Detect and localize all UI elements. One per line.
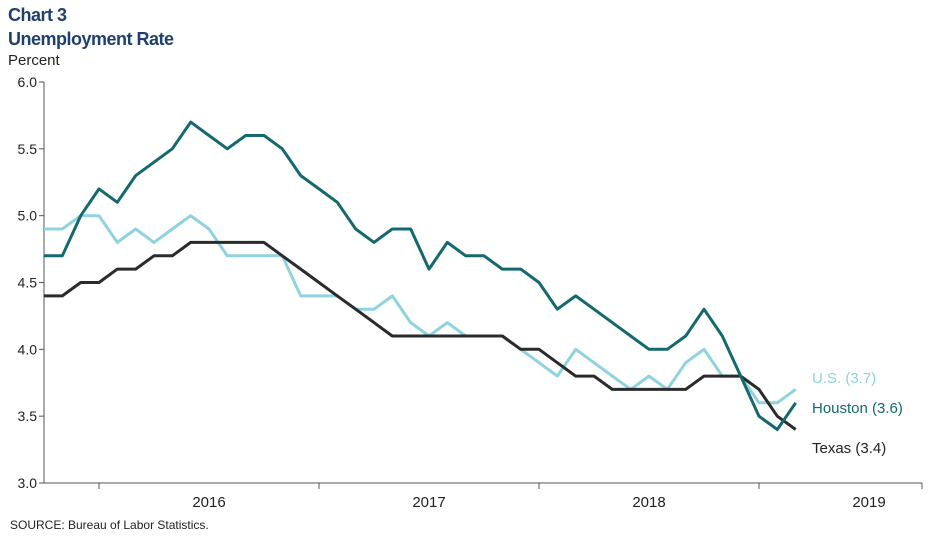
series-label-0: U.S. (3.7) bbox=[812, 370, 876, 387]
y-tick-label: 5.5 bbox=[18, 141, 38, 157]
x-tick-label: 2016 bbox=[192, 494, 225, 511]
series-line-2 bbox=[44, 240, 797, 431]
x-tick-label: 2018 bbox=[632, 494, 665, 511]
x-tick-label: 2019 bbox=[852, 494, 885, 511]
y-tick-label: 3.5 bbox=[18, 408, 38, 424]
chart-subtitle: Unemployment Rate bbox=[8, 29, 174, 49]
chart-title: Chart 3 bbox=[8, 5, 67, 25]
series-label-2: Texas (3.4) bbox=[812, 440, 886, 457]
y-tick-label: 4.0 bbox=[18, 341, 38, 357]
x-tick-labels: 2016 2017 2018 2019 bbox=[192, 494, 885, 511]
y-tick-labels: 3.0 3.5 4.0 4.5 5.0 5.5 6.0 bbox=[18, 74, 38, 491]
y-axis-label: Percent bbox=[8, 52, 60, 69]
y-tick-label: 4.5 bbox=[18, 275, 38, 291]
series-lines bbox=[44, 120, 797, 431]
series-label-1: Houston (3.6) bbox=[812, 400, 903, 417]
y-tick-label: 6.0 bbox=[18, 74, 38, 90]
source-note: SOURCE: Bureau of Labor Statistics. bbox=[10, 518, 209, 532]
y-tick-label: 3.0 bbox=[18, 475, 38, 491]
series-line-1 bbox=[44, 120, 797, 431]
y-tick-label: 5.0 bbox=[18, 208, 38, 224]
axes bbox=[39, 81, 923, 489]
series-line-0 bbox=[44, 214, 797, 405]
series-labels: U.S. (3.7) Houston (3.6) Texas (3.4) bbox=[812, 370, 903, 457]
x-tick-label: 2017 bbox=[412, 494, 445, 511]
